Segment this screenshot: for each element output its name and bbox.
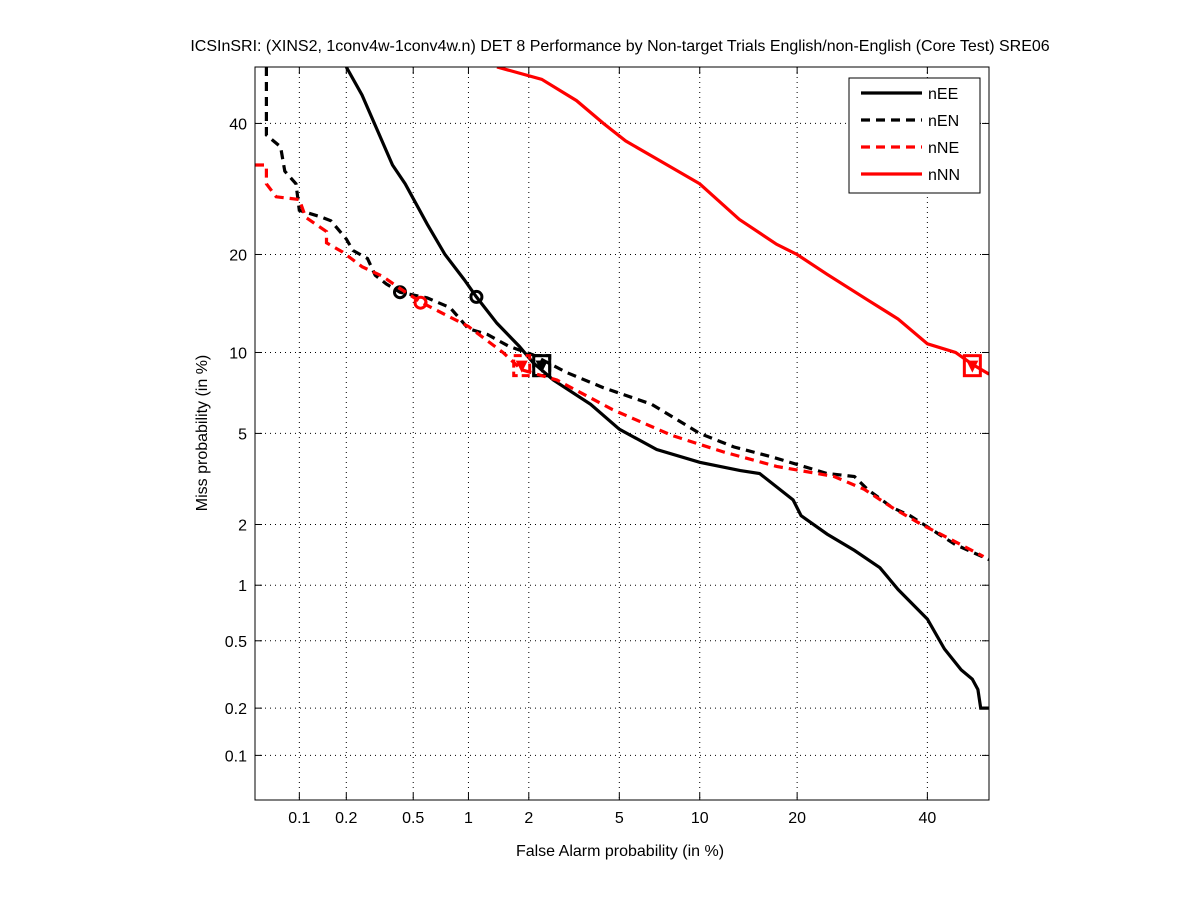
y-tick-label: 0.1 [225,748,247,765]
act-dcf-triangle-nEN [535,360,548,373]
act-dcf-triangle-nNE [515,360,528,373]
x-tick-label: 0.2 [335,810,357,827]
legend-label-nNE: nNE [928,140,959,157]
y-tick-label: 2 [238,517,247,534]
act-dcf-triangle-nNN [966,360,979,373]
x-tick-label: 40 [918,810,936,827]
legend-label-nEN: nEN [928,113,959,130]
legend: nEE nEN nNE nNN [848,77,981,194]
y-tick-label: 20 [229,247,247,264]
x-tick-label: 20 [788,810,806,827]
x-tick-label: 1 [464,810,473,827]
x-tick-label: 5 [615,810,624,827]
x-tick-label: 0.5 [402,810,424,827]
plot-frame [254,66,990,801]
legend-label-nEE: nEE [928,86,958,103]
y-tick-label: 5 [238,426,247,443]
legend-box [848,77,981,194]
y-tick-label: 0.2 [225,701,247,718]
series-line-nEN [264,67,989,562]
y-tick-label: 0.5 [225,634,247,651]
y-tick-label: 40 [229,116,247,133]
y-axis-label: Miss probability (in %) [194,355,211,511]
x-axis-label: False Alarm probability (in %) [516,843,724,860]
x-tick-label: 10 [691,810,709,827]
act-dcf-marker-nNE [512,354,532,378]
grid [255,67,989,800]
series-line-nEE [344,67,989,710]
min-dcf-marker-nEE [469,289,484,304]
series-line-nNE [255,163,985,558]
y-tick-label: 1 [238,578,247,595]
x-tick-label: 0.1 [288,810,310,827]
series-body [255,67,989,710]
legend-label-nNN: nNN [928,167,960,184]
act-dcf-marker-nNN [962,354,982,378]
y-tick-label: 10 [229,345,247,362]
axis-ticks: 0.1 0.2 0.5 1 2 5 10 20 40 0.1 0.2 0.5 1 2 5 10 20 40 [225,67,989,827]
chart-title: ICSInSRI: (XINS2, 1conv4w-1conv4w.n) DET… [190,38,1049,55]
min-dcf-marker-nNE [413,295,428,310]
series-line-nNN [496,67,989,376]
series-group [255,67,989,710]
x-tick-label: 2 [524,810,533,827]
